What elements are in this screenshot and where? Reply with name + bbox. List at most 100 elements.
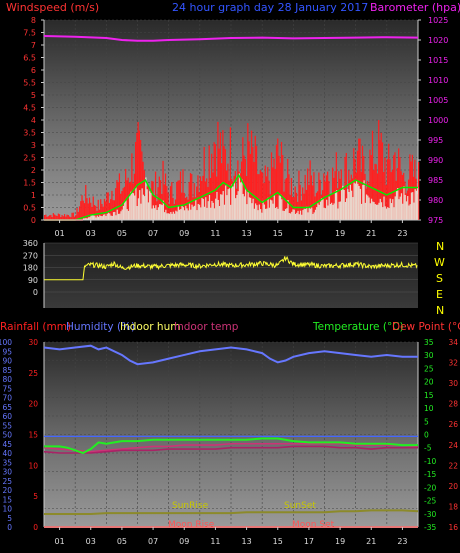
wind-average-bar [264,208,267,220]
wind-gust-bar [183,192,185,220]
wind-gust-bar [199,176,202,220]
wind-average-bar [121,209,123,220]
wind-average-bar [257,210,259,220]
wind-average-bar [233,181,236,220]
wind-average-bar [397,188,399,220]
wind-gust-bar [171,182,173,220]
wind-average-bar [317,203,319,220]
wind-gust-bar [56,215,58,220]
wind-gust-bar [243,155,245,220]
wind-average-bar [139,190,141,220]
wind-gust-bar [172,197,174,220]
direction-axis: 0 90 180 270 360 [23,239,45,308]
direction-tick-label: 90 [28,276,38,285]
wind-gust-bar [380,132,382,220]
wind-gust-bar [177,180,179,220]
compass-n-bottom: N [436,304,444,317]
wind-average-bar [296,212,298,220]
wind-gust-bar [157,187,159,220]
wind-average-bar [282,210,284,220]
wind-average-bar [256,205,258,220]
temp-x-tick-label: 01 [54,537,64,546]
wind-average-bar [354,183,356,220]
wind-gust-bar [153,195,155,220]
wind-gust-bar [305,189,308,220]
wind-gust-bar [151,180,153,220]
wind-average-bar [288,213,290,220]
wind-gust-bar [384,157,386,220]
wind-average-bar [252,198,254,220]
direction-line [44,255,418,281]
wind-gust-bar [73,216,76,220]
wind-average-bar [109,213,111,220]
wind-average-bar [248,197,251,220]
wind-x-axis: 01 03 05 07 09 11 13 15 17 19 21 23 [44,219,418,238]
wind-average-bar [253,208,255,220]
wind-gust-bar [401,174,404,220]
wind-average-bar [176,211,178,220]
wind-average-bar [286,208,288,220]
wind-gust-bar [203,146,205,220]
wind-average-bar [157,207,160,220]
wind-average-bar [120,211,122,220]
wind-average-bar [274,208,277,220]
wind-gust-bar [254,135,256,220]
baro-right-tick-label: 1010 [428,76,448,85]
wind-average-bar [198,204,201,220]
temp-x-tick-label: 09 [179,537,189,546]
wind-average-bar [365,194,368,220]
humidity-tick-label: 35 [2,458,12,467]
wind-gust-bar [173,203,175,220]
wind-average-bar [410,192,413,220]
wind-average-bar [185,205,187,220]
wind-gust-bar [312,185,314,220]
wind-average-bar [196,210,198,220]
compass-e: E [436,288,443,301]
wind-gust-bar [87,203,89,220]
wind-gust-bar [117,182,119,220]
wind-average-bar [240,182,242,220]
wind-gust-bar [300,200,303,220]
wind-gust-bar [272,167,274,220]
wind-average-bar [394,196,396,220]
wind-gust-bar [110,199,112,220]
wind-gust-bar [293,197,295,220]
wind-average-bar [341,190,343,220]
wind-average-bar [390,203,393,220]
wind-left-tick-label: 2.5 [23,154,36,163]
wind-gust-bar [260,171,263,220]
rain-tick-label: 10 [28,461,38,470]
wind-average-bar [302,210,304,220]
wind-average-bar [126,209,128,220]
wind-average-bar [343,189,345,220]
wind-average-bar [180,209,182,220]
wind-gust-bar [267,167,269,220]
wind-gust-bar [390,172,392,220]
wind-average-bar [100,215,102,220]
wind-average-bar [202,198,204,220]
wind-gust-bar [86,198,88,220]
wind-average-bar [400,193,403,220]
wind-gust-bar [141,151,143,220]
wind-gust-bar [75,215,77,220]
wind-average-bar [166,213,168,220]
wind-average-bar [231,184,233,220]
wind-gust-bar [60,217,62,220]
wind-average-bar [122,205,125,220]
wind-average-bar [171,213,173,220]
wind-gust-bar [176,181,178,220]
wind-average-bar [395,190,398,220]
wind-average-bar [362,184,364,220]
wind-average-bar [168,213,171,220]
wind-average-bar [245,188,247,220]
wind-gust-bar [126,180,128,220]
wind-average-bar [312,213,314,220]
wind-gust-bar [398,148,400,220]
wind-gust-bar [163,184,165,220]
wind-gust-bar [53,214,56,220]
wind-gust-bar [344,156,346,220]
barometer-line [43,35,419,42]
wind-gust-bar [318,172,320,220]
wind-gust-bar [83,203,86,220]
dewpoint-tick-label: 32 [448,359,458,368]
